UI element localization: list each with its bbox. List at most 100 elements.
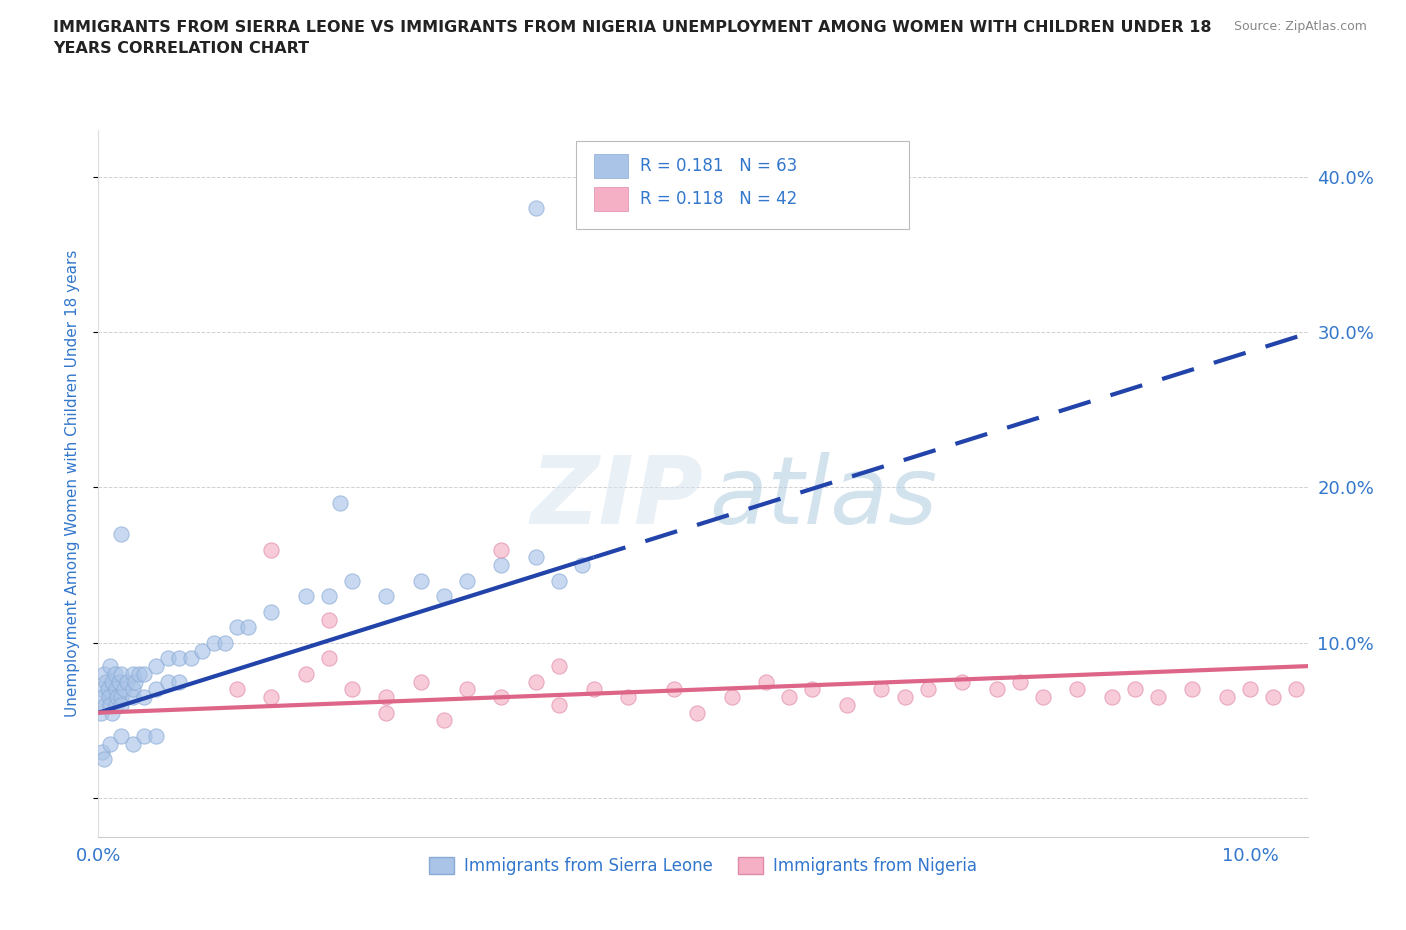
Point [582, 682, 605, 697]
Point [167, 651, 190, 666]
Point [318, 651, 340, 666]
Point [548, 698, 571, 712]
Point [870, 682, 893, 697]
Point [571, 558, 593, 573]
Point [260, 604, 283, 619]
Point [191, 644, 214, 658]
Point [108, 674, 131, 689]
Point [134, 667, 156, 682]
Text: R = 0.118   N = 42: R = 0.118 N = 42 [640, 191, 797, 208]
Point [524, 550, 547, 565]
Point [491, 690, 513, 705]
Bar [595, 188, 628, 211]
Point [686, 705, 709, 720]
Point [97, 682, 120, 697]
Point [375, 705, 398, 720]
FancyBboxPatch shape [576, 140, 908, 229]
Text: atlas: atlas [709, 452, 938, 543]
Point [104, 698, 127, 712]
Point [835, 698, 858, 712]
Point [409, 573, 432, 588]
Point [110, 698, 132, 712]
Point [617, 690, 640, 705]
Point [294, 667, 316, 682]
Point [167, 674, 190, 689]
Point [96, 674, 118, 689]
Point [260, 542, 283, 557]
Point [1216, 690, 1239, 705]
Point [340, 573, 363, 588]
Point [104, 682, 127, 697]
Point [122, 682, 145, 697]
Text: R = 0.181   N = 63: R = 0.181 N = 63 [640, 156, 797, 175]
Point [225, 620, 247, 635]
Point [122, 690, 145, 705]
Point [1285, 682, 1308, 697]
Point [236, 620, 259, 635]
Point [145, 682, 167, 697]
Point [1261, 690, 1284, 705]
Point [375, 589, 398, 604]
Point [115, 674, 138, 689]
Point [103, 667, 125, 682]
Point [778, 690, 800, 705]
Point [156, 651, 179, 666]
Point [124, 674, 146, 689]
Point [145, 658, 167, 673]
Point [260, 690, 283, 705]
Point [409, 674, 432, 689]
Point [950, 674, 973, 689]
Point [755, 674, 778, 689]
Point [986, 682, 1008, 697]
Point [98, 658, 121, 673]
Text: Source: ZipAtlas.com: Source: ZipAtlas.com [1233, 20, 1367, 33]
Point [110, 690, 132, 705]
Point [433, 589, 456, 604]
Point [122, 667, 145, 682]
Point [93, 751, 115, 766]
Bar [595, 153, 628, 178]
Text: ZIP: ZIP [530, 452, 703, 544]
Point [375, 690, 398, 705]
Point [491, 542, 513, 557]
Point [456, 682, 478, 697]
Point [524, 674, 547, 689]
Point [917, 682, 939, 697]
Point [1032, 690, 1054, 705]
Point [90, 682, 112, 697]
Point [134, 728, 156, 743]
Point [893, 690, 915, 705]
Point [491, 558, 513, 573]
Point [225, 682, 247, 697]
Point [1008, 674, 1031, 689]
Point [524, 201, 547, 216]
Point [456, 573, 478, 588]
Point [1239, 682, 1261, 697]
Point [122, 737, 145, 751]
Point [110, 728, 132, 743]
Point [202, 635, 225, 650]
Point [340, 682, 363, 697]
Point [91, 690, 114, 705]
Point [90, 705, 112, 720]
Point [1147, 690, 1170, 705]
Point [134, 690, 156, 705]
Point [329, 496, 352, 511]
Point [110, 667, 132, 682]
Point [90, 744, 112, 759]
Point [801, 682, 824, 697]
Point [97, 690, 120, 705]
Point [294, 589, 316, 604]
Point [214, 635, 236, 650]
Point [98, 737, 121, 751]
Point [318, 589, 340, 604]
Point [548, 658, 571, 673]
Point [110, 526, 132, 541]
Point [94, 698, 117, 712]
Point [1101, 690, 1123, 705]
Text: IMMIGRANTS FROM SIERRA LEONE VS IMMIGRANTS FROM NIGERIA UNEMPLOYMENT AMONG WOMEN: IMMIGRANTS FROM SIERRA LEONE VS IMMIGRAN… [53, 20, 1212, 57]
Point [128, 667, 150, 682]
Point [156, 674, 179, 689]
Point [101, 674, 124, 689]
Y-axis label: Unemployment Among Women with Children Under 18 years: Unemployment Among Women with Children U… [65, 250, 80, 717]
